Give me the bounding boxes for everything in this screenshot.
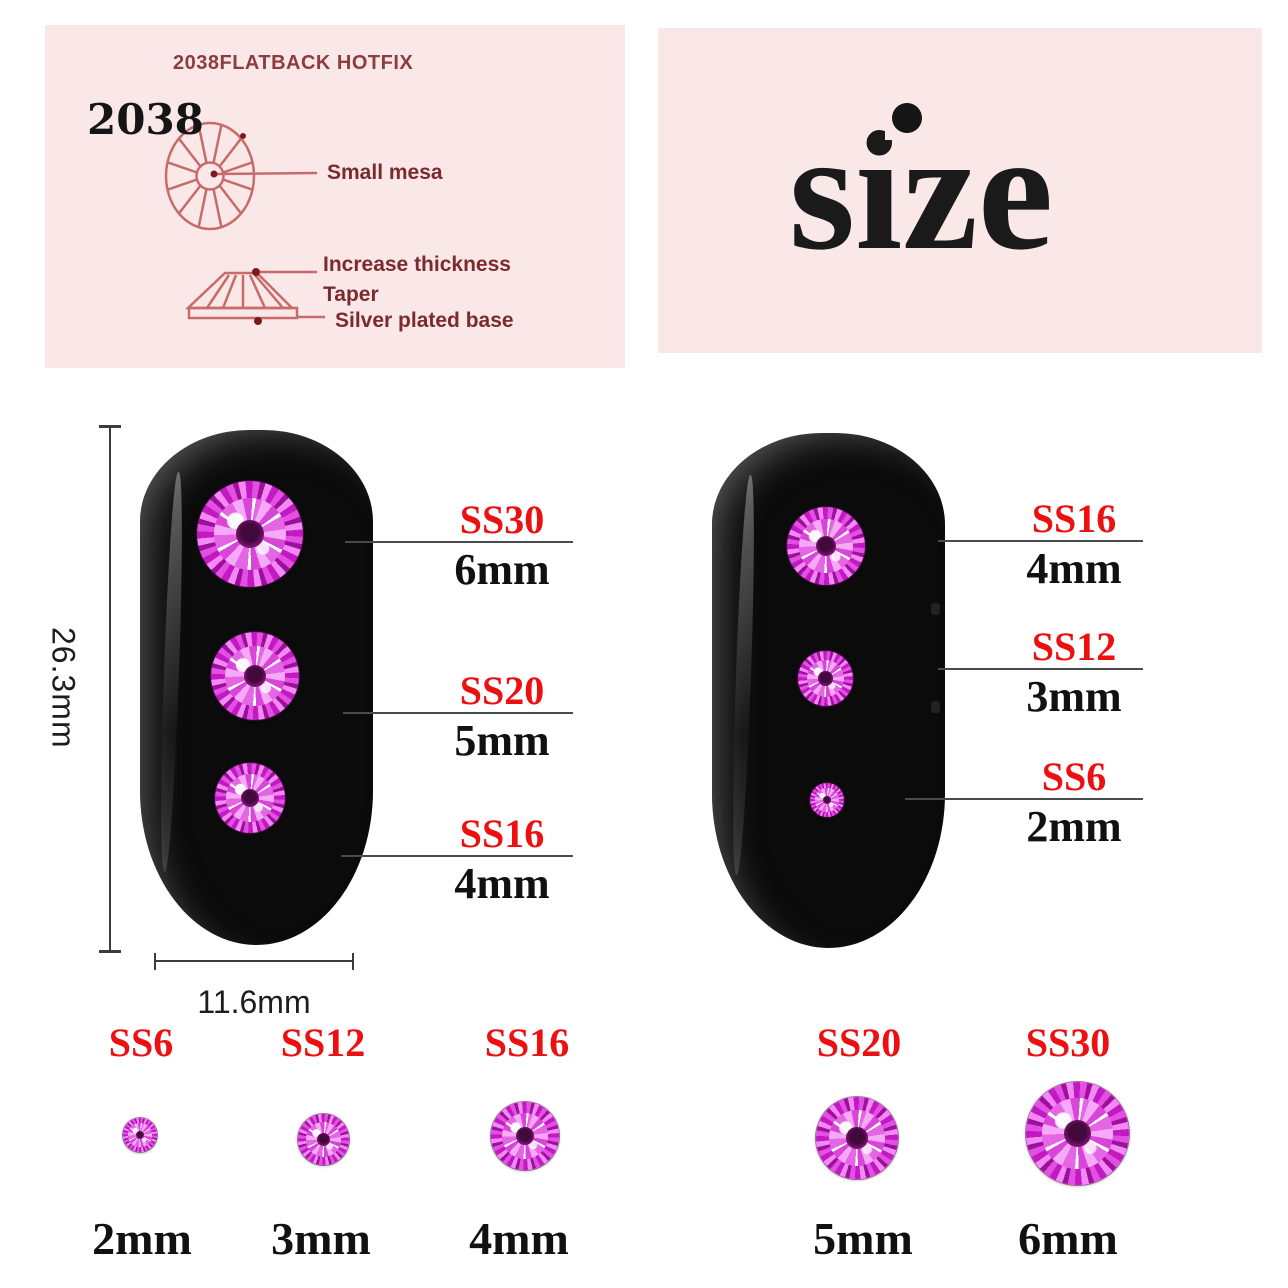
edge-tick [931, 701, 940, 713]
leader-line [938, 668, 1143, 670]
size-i-dot [892, 103, 922, 133]
height-dimension-line [109, 426, 111, 953]
mm-size-label: 5mm [454, 716, 550, 765]
height-dim-cap-top [99, 425, 121, 428]
callout-small-mesa: Small mesa [327, 161, 443, 184]
row-ss-label: SS6 [108, 1020, 174, 1065]
row-mm-label: 2mm [92, 1213, 192, 1264]
nail-shine-highlight [157, 471, 186, 873]
row-ss-label: SS12 [280, 1020, 366, 1065]
width-dim-cap-right [352, 953, 354, 970]
row-rhinestone-ss16 [491, 1102, 559, 1170]
rhinestone-ss6 [810, 783, 844, 817]
spec-title: 2038FLATBACK HOTFIX [173, 52, 414, 74]
width-dim-cap-left [154, 953, 156, 970]
row-mm-label: 5mm [813, 1213, 913, 1264]
ss-size-label: SS30 [459, 497, 545, 542]
spec-box: 2038FLATBACK HOTFIX 2038 Small mesa Incr… [45, 25, 625, 368]
mm-size-label: 2mm [1026, 802, 1122, 851]
ss-size-label: SS16 [459, 811, 545, 856]
rhinestone-ss16 [215, 763, 285, 833]
callout-taper: Taper [323, 283, 379, 306]
row-mm-label: 3mm [271, 1213, 371, 1264]
ss-size-label: SS20 [459, 668, 545, 713]
nail-height-value: 26.3mm [45, 627, 82, 749]
row-mm-label: 6mm [1018, 1213, 1118, 1264]
leader-line [905, 798, 1143, 800]
rhinestone-diagram [164, 121, 325, 325]
leader-line [343, 712, 573, 714]
mm-size-label: 3mm [1026, 672, 1122, 721]
row-ss-label: SS20 [816, 1020, 902, 1065]
leader-line [345, 541, 573, 543]
mm-size-label: 4mm [454, 859, 550, 908]
row-ss-label: SS30 [1025, 1020, 1111, 1065]
mm-size-label: 6mm [454, 545, 550, 594]
nail-width-value: 11.6mm [197, 984, 311, 1020]
row-rhinestone-ss30 [1026, 1082, 1129, 1185]
row-rhinestone-ss6 [123, 1118, 157, 1152]
leader-line [938, 540, 1143, 542]
row-rhinestone-ss12 [298, 1114, 349, 1165]
rhinestone-ss16 [787, 507, 865, 585]
row-mm-label: 4mm [469, 1213, 569, 1264]
rhinestone-ss30 [197, 481, 303, 587]
rhinestone-ss20 [211, 632, 299, 720]
nail-shine-highlight [729, 474, 758, 876]
rhinestone-ss12 [798, 651, 853, 706]
edge-tick [931, 603, 940, 615]
size-box: size [658, 28, 1262, 353]
ss-size-label: SS12 [1031, 624, 1117, 669]
ss-size-label: SS16 [1031, 496, 1117, 541]
row-rhinestone-ss20 [816, 1097, 898, 1179]
callout-silver-plated-base: Silver plated base [335, 309, 514, 332]
width-dimension-line [154, 960, 354, 962]
mm-size-label: 4mm [1026, 544, 1122, 593]
ss-size-label: SS6 [1041, 754, 1107, 799]
leader-line [341, 855, 573, 857]
callout-increase-thickness: Increase thickness [323, 253, 511, 276]
row-ss-label: SS16 [484, 1020, 570, 1065]
model-number: 2038 [87, 95, 204, 144]
height-dim-cap-bottom [99, 950, 121, 953]
